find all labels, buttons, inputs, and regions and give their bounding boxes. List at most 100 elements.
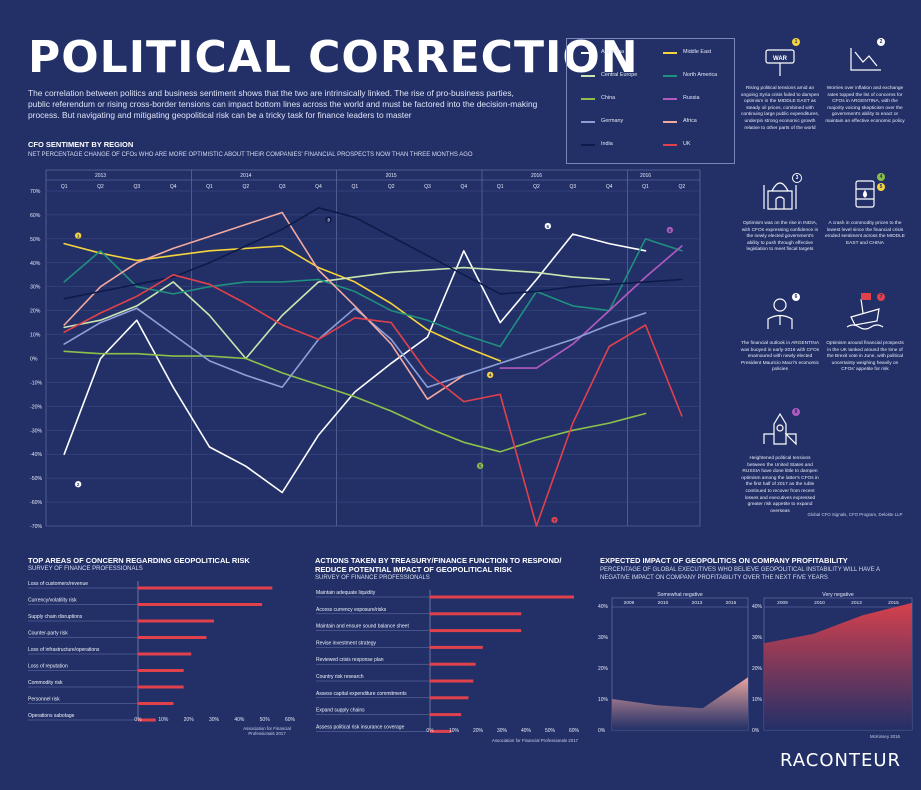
- profit-year-label: 2015: [726, 600, 737, 606]
- y-tick-label: -40%: [30, 452, 42, 458]
- profit-y-tick: 30%: [752, 635, 763, 641]
- concerns-source: Association for Financial Professionals …: [243, 726, 291, 736]
- profit-year-label: 2015: [888, 600, 899, 606]
- legend-label: UK: [683, 141, 691, 147]
- actions-x-tick: 0%: [426, 728, 434, 734]
- series-line-germany: [63, 307, 647, 388]
- annotation-marker: [74, 231, 82, 240]
- legend-label: Africa: [683, 118, 697, 124]
- kremlin-icon: [763, 412, 797, 446]
- y-tick-label: 20%: [30, 309, 41, 315]
- quarter-label: Q1: [497, 184, 504, 190]
- series-line-russia: [499, 245, 683, 369]
- actions-bar: [430, 696, 469, 700]
- card-number-badge: 3: [792, 173, 802, 183]
- legend-label: Middle East: [683, 49, 712, 55]
- profit-year-label: 2010: [658, 600, 669, 606]
- actions-bar: [430, 645, 483, 649]
- actions-subtitle: SURVEY OF FINANCE PROFESSIONALS: [315, 575, 430, 581]
- body: [767, 314, 793, 329]
- annotation-marker-label: 3: [327, 218, 330, 223]
- annotation-marker: [486, 371, 494, 379]
- legend-item-north-america: North America: [663, 72, 743, 88]
- card-number-badge: 4: [877, 173, 885, 181]
- quarter-label: Q4: [315, 184, 322, 190]
- series-line-africa: [63, 211, 465, 400]
- quarter-label: Q3: [569, 184, 576, 190]
- profit-panel-title: Very negative: [822, 592, 854, 598]
- y-tick-label: -60%: [30, 500, 42, 506]
- legend-item-central-europe: Central Europe: [581, 72, 661, 88]
- concerns-category-label: Currency/volatility risk: [28, 598, 77, 604]
- card-number-badge: 2: [877, 38, 885, 46]
- legend-swatch: [663, 98, 677, 100]
- card-text: Optimism was on the rise in INDIA, with …: [741, 221, 819, 253]
- hull: [850, 308, 880, 326]
- concerns-bar: [138, 685, 184, 689]
- legend-item-uk: UK: [663, 141, 743, 157]
- actions-source: Association for Financial Professionals …: [491, 738, 579, 743]
- concerns-bar: [138, 586, 273, 590]
- actions-category-label: Assess capital expenditure commitments: [316, 691, 407, 697]
- annotation-marker-label: 8: [669, 228, 672, 233]
- y-tick-label: -50%: [30, 476, 42, 482]
- taj-mahal-icon: [763, 182, 797, 210]
- falling-line: [854, 51, 878, 67]
- card-number-badge: 8: [792, 408, 800, 416]
- profit-y-tick: 10%: [752, 697, 763, 703]
- concerns-x-tick: 50%: [260, 717, 271, 723]
- quarter-label: Q1: [642, 184, 649, 190]
- actions-category-label: Country risk research: [316, 674, 364, 680]
- annotation-marker: [74, 480, 82, 488]
- businessman-icon: [767, 298, 793, 329]
- actions-category-label: Assess political risk insurance coverage: [316, 724, 405, 730]
- sign-board: [765, 49, 795, 64]
- annotation-marker-label: 4: [489, 373, 492, 378]
- series-line-north-america: [63, 238, 683, 348]
- legend-label: China: [601, 95, 616, 101]
- profit-source: McKinsey 2016: [869, 734, 901, 739]
- card-text: Rising political tensions amid an ongoin…: [740, 86, 820, 131]
- profit-title: EXPECTED IMPACT OF GEOPOLITICS ON COMPAN…: [600, 556, 848, 565]
- chart-frame: [45, 169, 701, 527]
- actions-x-tick: 10%: [449, 728, 460, 734]
- quarter-label: Q2: [242, 184, 249, 190]
- series-line-china: [63, 350, 647, 453]
- raconteur-logo: RACONTEUR: [780, 750, 902, 771]
- profit-subtitle: PERCENTAGE OF GLOBAL EXECUTIVES WHO BELI…: [600, 567, 880, 581]
- legend-swatch: [581, 144, 595, 146]
- profit-panel-frame: [763, 597, 913, 731]
- profit-year-label: 2009: [624, 600, 635, 606]
- legend-swatch: [581, 121, 595, 123]
- annotation-marker: [550, 516, 559, 524]
- concerns-category-label: Operations sabotage: [28, 713, 75, 719]
- intro-text: The correlation between politics and bus…: [28, 88, 538, 120]
- legend-label: Argentina: [601, 49, 625, 55]
- annotation-marker-label: 6: [547, 224, 550, 229]
- concerns-category-label: Loss of infrastructure/operations: [28, 647, 100, 653]
- year-label: 2015: [386, 173, 397, 179]
- legend-label: Germany: [601, 118, 624, 124]
- legend-item-argentina: Argentina: [581, 49, 661, 65]
- legend-item-germany: Germany: [581, 118, 661, 134]
- annotation-marker-label: 1: [77, 233, 80, 238]
- oil-barrel-icon: [855, 180, 875, 208]
- y-tick-label: -10%: [30, 380, 42, 386]
- quarter-label: Q4: [460, 184, 467, 190]
- card-text: A crash in commodity prices to the lowes…: [825, 221, 905, 246]
- concerns-subtitle: SURVEY OF FINANCE PROFESSIONALS: [28, 566, 143, 572]
- year-label: 2016: [640, 173, 651, 179]
- actions-bar: [430, 595, 574, 599]
- walls: [763, 433, 797, 446]
- year-label: 2016: [531, 173, 542, 179]
- legend: Argentina Middle East Central Europe North …: [566, 38, 735, 164]
- series-line-central-europe: [63, 266, 610, 360]
- main-chart-subtitle: NET PERCENTAGE CHANGE OF CFOs WHO ARE MO…: [28, 152, 473, 158]
- series-line-india: [63, 207, 683, 300]
- y-tick-label: 40%: [30, 261, 41, 267]
- quarter-label: Q1: [61, 184, 68, 190]
- legend-swatch: [663, 144, 677, 146]
- annotation-marker: [544, 222, 552, 230]
- concerns-bar: [138, 636, 207, 639]
- profit-y-tick: 0%: [752, 728, 760, 734]
